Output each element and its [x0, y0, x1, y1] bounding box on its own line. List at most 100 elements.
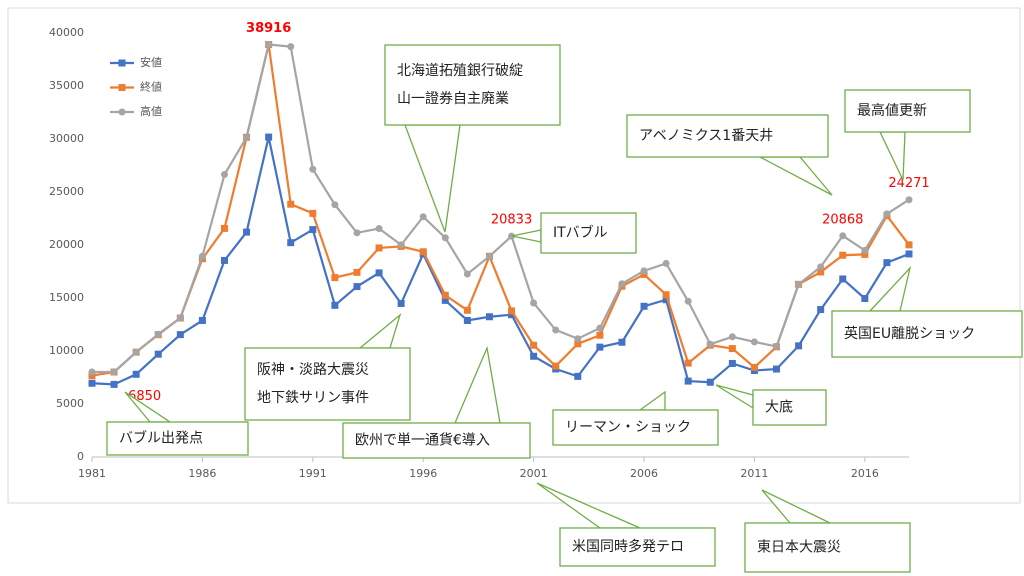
point [331, 274, 339, 282]
y-tick-label: 15000 [49, 291, 84, 304]
point [441, 291, 449, 299]
callout-text: 最高値更新 [857, 102, 927, 119]
point [132, 348, 140, 356]
point [773, 342, 781, 350]
point [397, 299, 405, 307]
point [662, 296, 670, 304]
point [154, 330, 162, 338]
series-line [91, 43, 910, 374]
callout-box [106, 421, 249, 456]
callout-text: アベノミクス1番天井 [639, 128, 773, 144]
point [618, 280, 626, 288]
series-line [91, 44, 910, 377]
x-tick-label: 1981 [78, 467, 106, 480]
point [419, 248, 427, 256]
point [684, 377, 692, 385]
point [750, 363, 758, 371]
callout-text: 英国EU離脱ショック [844, 325, 975, 342]
data-label: 24271 [888, 176, 929, 191]
data-label: 38916 [246, 21, 291, 36]
point [198, 316, 206, 324]
callout-text: 地下鉄サリン事件 [257, 390, 369, 406]
point [530, 352, 538, 360]
y-tick-label: 20000 [49, 238, 84, 251]
callout-text: リーマン・ショック [565, 420, 691, 436]
point [220, 256, 228, 264]
y-tick-label: 30000 [49, 132, 84, 145]
y-tick-label: 25000 [49, 185, 84, 198]
point [574, 335, 582, 343]
point [640, 302, 648, 310]
point [728, 333, 736, 341]
point [883, 259, 891, 267]
point [640, 270, 648, 278]
point [839, 232, 847, 240]
point [176, 331, 184, 339]
point [198, 252, 206, 260]
callout-text: 米国同時多発テロ [572, 538, 684, 555]
point [265, 133, 273, 141]
point [905, 250, 913, 258]
point [331, 301, 339, 309]
x-tick-label: 2016 [851, 467, 879, 480]
point [750, 338, 758, 346]
point [88, 372, 96, 380]
point [176, 314, 184, 322]
point [508, 232, 516, 240]
point [265, 40, 273, 48]
point [88, 379, 96, 387]
y-tick-label: 0 [77, 450, 84, 463]
point [220, 171, 228, 179]
y-tick-label: 35000 [49, 79, 84, 92]
point [905, 196, 913, 204]
point [309, 226, 317, 234]
y-tick-label: 10000 [49, 344, 84, 357]
point [530, 299, 538, 307]
legend-label: 安値 [140, 55, 162, 69]
point [861, 295, 869, 303]
data-label: 20833 [491, 213, 532, 228]
legend-marker [118, 84, 126, 91]
data-label: 20868 [822, 212, 863, 227]
point [220, 224, 228, 232]
point [839, 275, 847, 283]
point [817, 263, 825, 271]
point [375, 225, 383, 233]
point [287, 239, 295, 247]
point [441, 296, 449, 304]
callout-text: 大底 [765, 400, 793, 416]
point [485, 313, 493, 321]
point [485, 252, 493, 260]
point [574, 372, 582, 380]
point [883, 210, 891, 218]
callout-box [831, 310, 1023, 358]
point [88, 368, 96, 376]
callout-box [844, 89, 971, 133]
callout-box [752, 389, 827, 426]
point [530, 341, 538, 349]
point [375, 269, 383, 277]
point [463, 270, 471, 278]
point [706, 340, 714, 348]
legend-marker [118, 59, 126, 67]
point [132, 370, 140, 378]
point [596, 343, 604, 351]
callout-box [342, 422, 531, 459]
point [397, 241, 405, 249]
point [640, 267, 648, 275]
point [684, 297, 692, 305]
point [795, 280, 803, 288]
point [154, 350, 162, 358]
point [905, 241, 913, 249]
point [795, 342, 803, 350]
point [419, 213, 427, 221]
point [662, 291, 670, 299]
point [596, 331, 604, 339]
callout-box [626, 114, 829, 158]
point [508, 307, 516, 315]
callout-text: 東日本大震災 [757, 540, 841, 556]
point [817, 268, 825, 276]
point [618, 338, 626, 346]
point [552, 326, 560, 334]
